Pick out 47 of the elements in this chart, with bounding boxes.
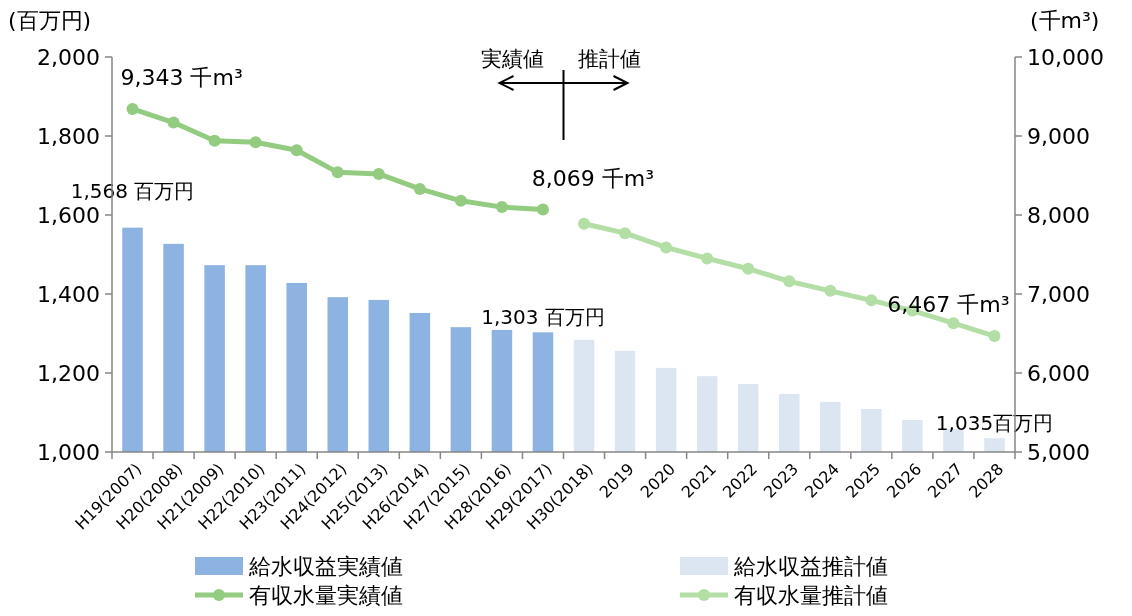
y-tick-label: 1,800: [37, 123, 100, 149]
legend-label: 有収水量推計値: [734, 582, 888, 608]
point: [701, 252, 714, 265]
point: [660, 241, 673, 254]
data-label: 1,303 百万円: [481, 305, 605, 330]
y2-tick-label: 5,000: [1027, 439, 1090, 465]
y-tick-label: 1,000: [37, 439, 100, 465]
legend-label: 給水収益推計値: [733, 553, 888, 579]
point: [208, 134, 221, 147]
annotation: 実績値: [480, 47, 544, 71]
data-label: 8,069 千m³: [531, 165, 655, 191]
data-label: 6,467 千m³: [887, 292, 1010, 318]
y2-tick-label: 7,000: [1027, 281, 1090, 307]
point: [413, 182, 426, 195]
point: [742, 262, 755, 275]
y2-axis-title: (千m³): [1030, 8, 1100, 33]
y2-tick-label: 8,000: [1027, 202, 1090, 228]
point: [290, 144, 303, 157]
y2-tick-label: 6,000: [1027, 360, 1090, 386]
point: [578, 217, 591, 230]
y-tick-label: 1,600: [37, 202, 100, 228]
point: [331, 166, 344, 179]
y-axis-title: (百万円): [8, 8, 92, 33]
point: [783, 275, 796, 288]
y-tick-label: 1,400: [37, 281, 100, 307]
point: [988, 330, 1001, 343]
point: [126, 102, 139, 115]
point: [536, 203, 549, 216]
data-label: 9,343 千m³: [120, 64, 243, 90]
y2-tick-label: 10,000: [1027, 44, 1104, 70]
y2-tick-label: 9,000: [1027, 123, 1090, 149]
y-tick-label: 1,200: [37, 360, 100, 386]
legend-label: 給水収益実績値: [248, 553, 403, 579]
annotation: 推計値: [577, 47, 641, 71]
point: [372, 167, 385, 180]
data-label: 1,568 百万円: [70, 178, 195, 203]
point: [495, 201, 508, 214]
y-tick-label: 2,000: [37, 44, 100, 70]
legend-label: 有収水量実績値: [249, 582, 403, 608]
point: [167, 116, 180, 129]
point: [249, 136, 262, 149]
point: [619, 227, 632, 240]
point: [865, 294, 878, 307]
data-label: 1,035百万円: [935, 411, 1054, 436]
point: [454, 194, 467, 207]
point: [824, 284, 837, 297]
point: [947, 317, 960, 330]
